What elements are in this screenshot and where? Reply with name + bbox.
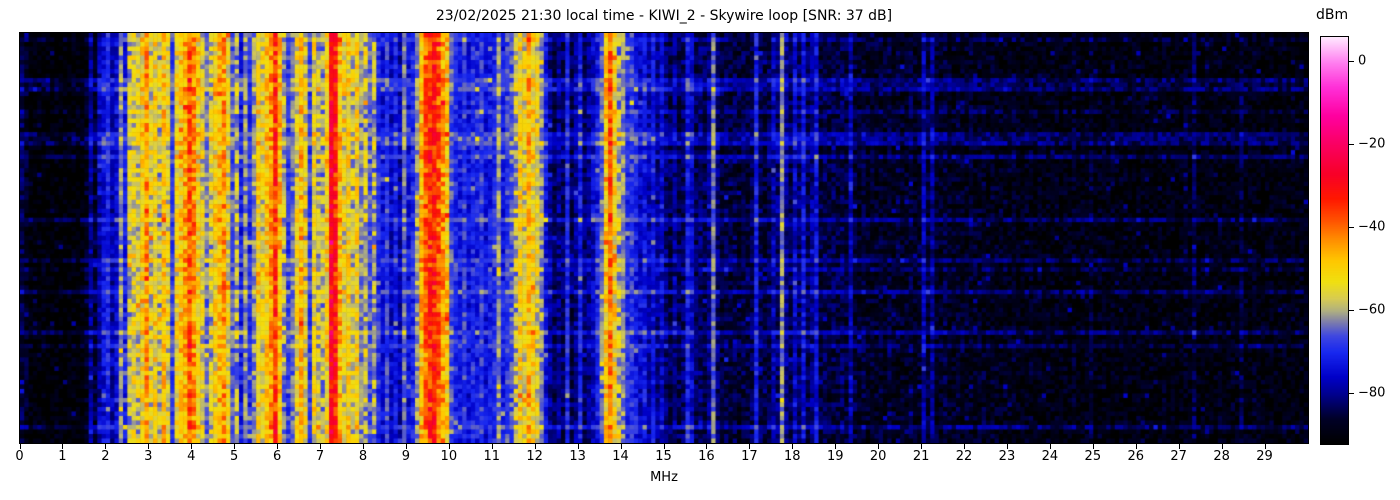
x-tick-mark bbox=[620, 444, 622, 449]
x-tick-mark bbox=[964, 444, 966, 449]
colorbar-tick-mark bbox=[1349, 143, 1354, 145]
x-tick-label: 15 bbox=[655, 449, 672, 464]
x-tick-label: 13 bbox=[569, 449, 586, 464]
x-tick-mark bbox=[1006, 444, 1008, 449]
x-tick-label: 27 bbox=[1170, 449, 1187, 464]
x-tick-label: 18 bbox=[784, 449, 801, 464]
x-tick-label: 17 bbox=[741, 449, 758, 464]
x-tick-mark bbox=[706, 444, 708, 449]
x-tick-label: 11 bbox=[483, 449, 501, 464]
colorbar-tick-label: −80 bbox=[1358, 385, 1386, 401]
spectrogram-canvas bbox=[20, 33, 1308, 443]
x-tick-mark bbox=[62, 444, 64, 449]
colorbar-canvas bbox=[1321, 37, 1348, 444]
x-tick-mark bbox=[1049, 444, 1051, 449]
x-tick-label: 14 bbox=[612, 449, 629, 464]
x-tick-label: 12 bbox=[526, 449, 543, 464]
x-tick-mark bbox=[320, 444, 322, 449]
x-tick-label: 28 bbox=[1213, 449, 1230, 464]
colorbar-tick-label: −20 bbox=[1358, 136, 1386, 152]
x-tick-mark bbox=[148, 444, 150, 449]
colorbar-tick-label: 0 bbox=[1358, 53, 1367, 69]
x-tick-label: 4 bbox=[187, 449, 196, 464]
x-tick-mark bbox=[19, 444, 21, 449]
x-tick-mark bbox=[792, 444, 794, 449]
x-tick-label: 8 bbox=[358, 449, 368, 464]
x-tick-mark bbox=[577, 444, 579, 449]
x-tick-label: 6 bbox=[272, 449, 282, 464]
x-tick-mark bbox=[448, 444, 450, 449]
x-tick-label: 5 bbox=[230, 449, 239, 464]
x-tick-mark bbox=[234, 444, 236, 449]
x-tick-label: 29 bbox=[1256, 449, 1273, 464]
x-tick-mark bbox=[191, 444, 193, 449]
x-tick-mark bbox=[1264, 444, 1266, 449]
x-tick-mark bbox=[663, 444, 665, 449]
x-tick-label: 25 bbox=[1084, 449, 1102, 464]
x-tick-label: 20 bbox=[869, 449, 887, 464]
spectrogram-plot bbox=[19, 32, 1309, 444]
x-tick-label: 22 bbox=[955, 449, 973, 464]
x-tick-label: 23 bbox=[998, 449, 1016, 464]
x-tick-mark bbox=[835, 444, 837, 449]
x-tick-mark bbox=[534, 444, 536, 449]
x-tick-mark bbox=[921, 444, 923, 449]
x-tick-mark bbox=[362, 444, 364, 449]
colorbar-tick-label: −60 bbox=[1358, 302, 1386, 318]
x-tick-label: 21 bbox=[912, 449, 930, 464]
x-tick-mark bbox=[1135, 444, 1137, 449]
x-tick-label: 24 bbox=[1041, 449, 1059, 464]
x-tick-mark bbox=[1092, 444, 1094, 449]
x-tick-mark bbox=[277, 444, 279, 449]
x-tick-label: 2 bbox=[101, 449, 110, 464]
colorbar-tick-mark bbox=[1349, 310, 1354, 312]
x-tick-label: 0 bbox=[15, 449, 24, 464]
x-tick-label: 19 bbox=[826, 449, 844, 464]
x-tick-label: 26 bbox=[1127, 449, 1145, 464]
x-tick-label: 1 bbox=[58, 449, 67, 464]
x-tick-mark bbox=[491, 444, 493, 449]
x-tick-mark bbox=[749, 444, 751, 449]
chart-title: 23/02/2025 21:30 local time - KIWI_2 - S… bbox=[435, 8, 893, 24]
x-tick-mark bbox=[878, 444, 880, 449]
colorbar-tick-mark bbox=[1349, 60, 1354, 62]
colorbar-tick-mark bbox=[1349, 393, 1354, 395]
colorbar-unit-label: dBm bbox=[1316, 7, 1349, 23]
x-tick-mark bbox=[1221, 444, 1223, 449]
x-tick-mark bbox=[105, 444, 107, 449]
x-tick-label: 7 bbox=[315, 449, 325, 464]
x-tick-label: 16 bbox=[698, 449, 715, 464]
colorbar-tick-mark bbox=[1349, 227, 1354, 229]
x-tick-mark bbox=[1178, 444, 1180, 449]
x-tick-label: 9 bbox=[401, 449, 411, 464]
x-tick-label: 10 bbox=[440, 449, 458, 464]
x-tick-label: 3 bbox=[144, 449, 153, 464]
x-axis-label: MHz bbox=[650, 470, 678, 485]
x-tick-mark bbox=[405, 444, 407, 449]
colorbar-tick-label: −40 bbox=[1358, 219, 1386, 235]
colorbar bbox=[1320, 36, 1349, 445]
